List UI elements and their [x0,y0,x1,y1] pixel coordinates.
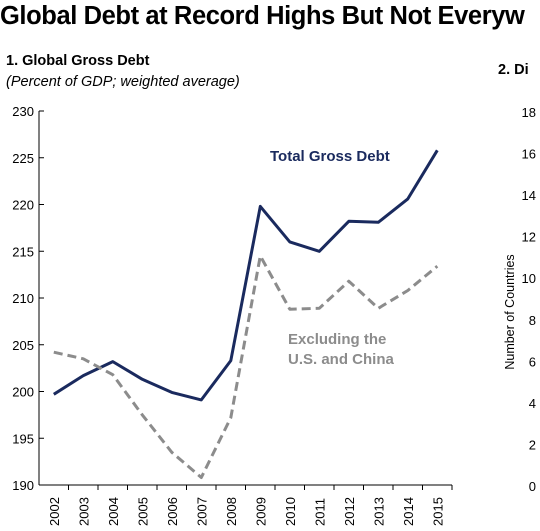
panel-2-y-tick-label: 14 [522,188,536,203]
annotation-excluding-line-1: Excluding the [288,331,386,348]
y-tick-label: 230 [12,104,34,119]
panel-2-y-tick-label: 0 [529,479,536,494]
x-tick-label: 2009 [253,497,268,526]
y-tick-label: 210 [12,291,34,306]
panel-2-y-tick-label: 2 [529,437,536,452]
panel-2-y-tick-label: 16 [522,147,536,162]
panel-1-title: 1. Global Gross Debt [6,53,150,69]
x-tick-label: 2012 [342,497,357,526]
panel-2-y-tick-label: 18 [522,105,536,120]
series-line-total-gross-debt [52,149,439,402]
panel-1-axes: 190 195 200 205 210 215 220 225 230 2002 2003 2004 2… [12,104,453,526]
panel-1-subtitle: (Percent of GDP; weighted average) [6,74,240,90]
y-tick-label: 225 [12,151,34,166]
panel-2-ylabel: Number of Countries [503,254,517,369]
series-line-excluding-us-china [53,254,439,479]
x-tick-label: 2003 [76,497,91,526]
x-tick-label: 2005 [135,497,150,526]
x-tick-label: 2010 [283,497,298,526]
panel-1-series [52,149,439,479]
y-tick-label: 205 [12,338,34,353]
y-tick-label: 220 [12,198,34,213]
figure-title: Global Debt at Record Highs But Not Ever… [0,2,525,30]
panel-2-title: 2. Di [498,62,529,78]
y-tick-label: 200 [12,385,34,400]
x-tick-label: 2006 [165,497,180,526]
x-tick-label: 2011 [312,498,327,526]
x-tick-label: 2008 [224,497,239,526]
annotation-excluding-line-2: U.S. and China [288,351,395,368]
panel-2-y-tick-label: 8 [529,313,536,328]
x-tick-label: 2014 [401,497,416,526]
x-tick-label: 2004 [106,497,121,526]
panel-2-y-tick-label: 10 [522,271,536,286]
panel-2-y-tick-label: 12 [522,230,536,245]
x-tick-label: 2015 [430,497,445,526]
annotation-total-gross-debt: Total Gross Debt [270,148,390,165]
panel-2-axes: 0 2 4 6 8 10 12 14 16 18 [522,105,536,494]
panel-2-y-tick-label: 6 [529,354,536,369]
panel-2-y-tick-label: 4 [529,396,536,411]
y-tick-label: 195 [12,431,34,446]
x-tick-label: 2002 [47,497,62,526]
y-tick-label: 215 [12,244,34,259]
x-tick-label: 2007 [194,497,209,526]
y-tick-label: 190 [12,478,34,493]
x-tick-label: 2013 [371,497,386,526]
